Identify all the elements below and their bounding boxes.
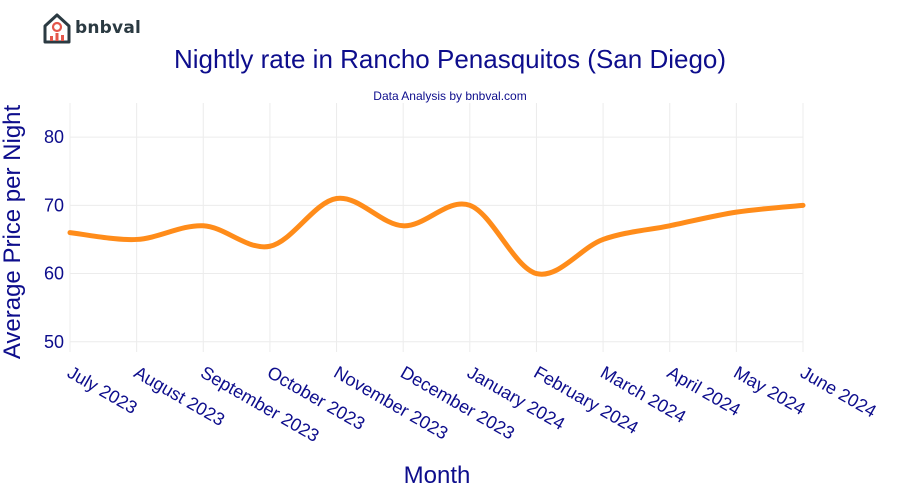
data-point	[334, 196, 339, 201]
series-line	[67, 195, 806, 277]
series-layer	[67, 195, 806, 277]
data-point	[68, 230, 72, 235]
logo-text: bnbval	[75, 18, 142, 38]
data-point	[134, 237, 139, 242]
house-chart-icon	[43, 13, 71, 44]
x-tick-label: July 2023	[64, 362, 141, 418]
x-tick-label: September 2023	[197, 362, 322, 446]
bnbval-logo: bnbval	[42, 12, 141, 44]
x-tick-label: June 2024	[797, 362, 880, 421]
data-point	[667, 223, 672, 228]
data-point	[601, 237, 606, 242]
data-point	[734, 210, 739, 215]
data-point	[534, 271, 539, 276]
grid	[69, 103, 804, 352]
data-point	[467, 203, 472, 208]
x-tick-label: November 2023	[331, 362, 452, 443]
y-axis-title: Average Price per Night	[0, 104, 26, 359]
y-tick-label: 70	[44, 195, 64, 215]
x-tick-label: December 2023	[397, 362, 518, 443]
x-axis-title: Month	[404, 462, 471, 489]
y-axis-ticks: 50 60 70 80	[44, 127, 64, 352]
chart-title: Nightly rate in Rancho Penasquitos (San …	[173, 44, 727, 74]
data-point	[401, 223, 406, 228]
data-point	[801, 203, 805, 208]
data-point	[267, 244, 272, 249]
y-tick-label: 50	[44, 332, 64, 352]
y-tick-label: 60	[44, 264, 64, 284]
data-point	[201, 223, 206, 228]
chart-subtitle: Data Analysis by bnbval.com	[373, 89, 527, 103]
x-tick-label: May 2024	[730, 362, 808, 419]
y-tick-label: 80	[44, 127, 64, 147]
